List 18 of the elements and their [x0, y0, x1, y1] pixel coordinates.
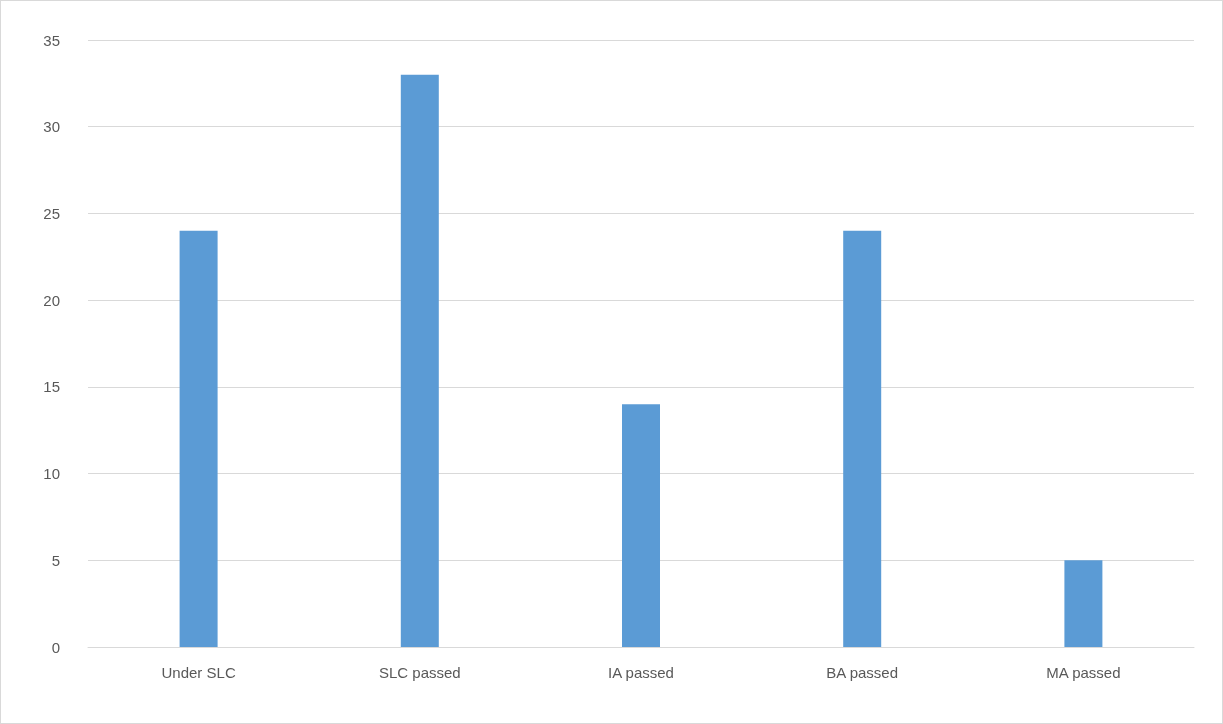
- bar: [622, 404, 660, 647]
- y-tick-label: 35: [43, 31, 60, 49]
- y-tick-label: 10: [43, 465, 60, 483]
- x-tick-label: SLC passed: [378, 664, 461, 681]
- y-tick-label: 15: [43, 378, 60, 396]
- bar: [400, 74, 439, 647]
- x-tick-label: IA passed: [608, 664, 674, 681]
- y-tick-label: 25: [43, 204, 60, 222]
- x-tick-label: BA passed: [826, 664, 899, 681]
- y-tick-label: 0: [51, 638, 60, 656]
- bar: [1064, 560, 1103, 647]
- y-tick-label: 30: [43, 118, 60, 136]
- x-tick-label: Under SLC: [161, 664, 236, 681]
- bar: [843, 230, 882, 647]
- y-tick-label: 20: [43, 291, 60, 309]
- bar: [179, 230, 218, 647]
- x-tick-label: MA passed: [1046, 664, 1121, 681]
- y-tick-label: 5: [51, 551, 60, 569]
